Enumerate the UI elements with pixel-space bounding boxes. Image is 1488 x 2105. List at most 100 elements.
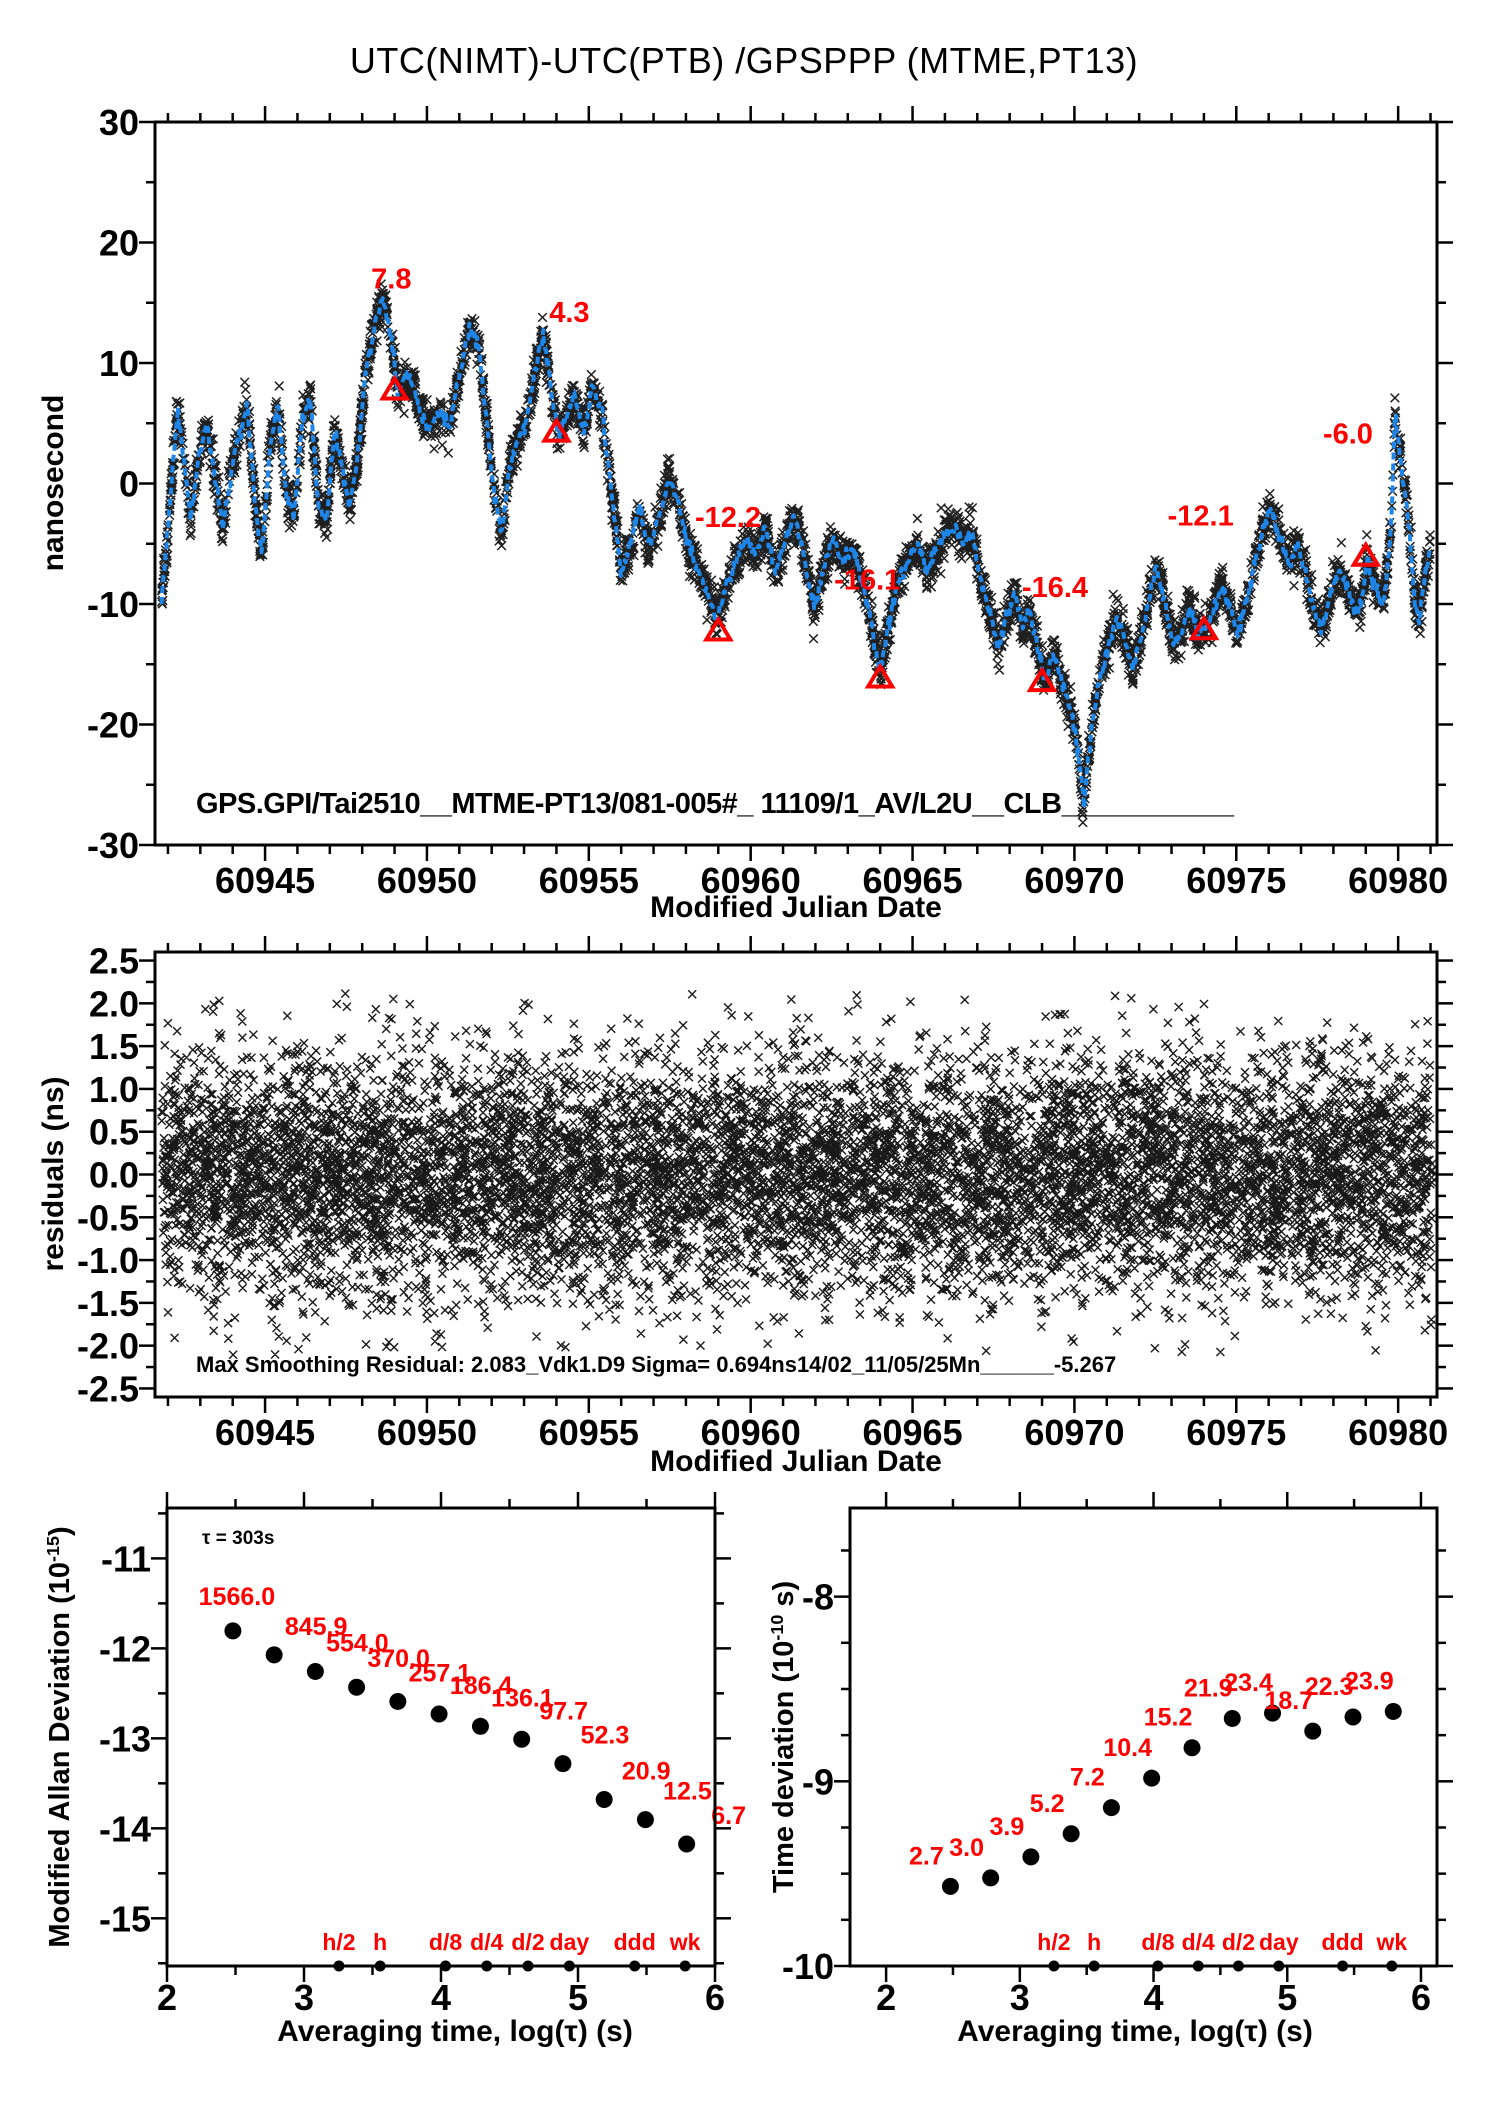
- phase-comparison-y-tick-label: 30: [99, 102, 139, 143]
- tdev-y-axis-label: Time deviation (10-10 s): [767, 1580, 800, 1894]
- phase-inplot-id-text: GPS.GPI/Tai2510__MTME-PT13/081-005#_ 111…: [196, 788, 1234, 820]
- residuals-inplot-stats-text: Max Smoothing Residual: 2.083_Vdk1.D9 Si…: [196, 1352, 1117, 1377]
- residuals-y-tick-label: 2.0: [89, 983, 139, 1024]
- mdev-value-label: 845.9: [285, 1613, 348, 1641]
- utc-offset-value-label: -16.1: [834, 565, 900, 597]
- mdev-y-tick-label: -14: [99, 1808, 151, 1849]
- mdev-x-axis-label: Averaging time, log(τ) (s): [277, 2015, 633, 2048]
- tdev-ticks: [834, 1492, 1453, 1982]
- mdev-data-point: [389, 1692, 407, 1710]
- residuals-x-tick-label: 60970: [1024, 1412, 1124, 1453]
- mdev-value-label: 1566.0: [199, 1583, 275, 1611]
- tdev-data-point: [1183, 1739, 1201, 1757]
- residuals-y-tick-label: 0.0: [89, 1155, 139, 1196]
- tau-interval-label: h/2: [1037, 1929, 1070, 1955]
- phase-comparison-x-tick-label: 60965: [862, 860, 962, 901]
- utc-offset-value-label: -12.1: [1168, 501, 1234, 533]
- tdev-x-tick-label: 5: [1277, 1977, 1297, 2018]
- residuals-scatter-points: [157, 989, 1437, 1360]
- mdev-data-point: [595, 1791, 613, 1809]
- phase-comparison-x-tick-label: 60975: [1186, 860, 1286, 901]
- tdev-x-axis-label: Averaging time, log(τ) (s): [957, 2015, 1313, 2048]
- tdev-value-label: 23.4: [1224, 1669, 1273, 1697]
- mdev-y-tick-label: -13: [99, 1718, 151, 1759]
- utc-offset-value-label: 7.8: [371, 263, 411, 295]
- mdev-data-point: [678, 1835, 696, 1853]
- residuals-y-tick-label: 2.5: [89, 941, 139, 982]
- tdev-value-label: 3.0: [949, 1834, 984, 1862]
- utc-offset-marker-triangle: [1026, 666, 1058, 693]
- mdev-data-point: [265, 1646, 283, 1664]
- utc-offset-value-label: -6.0: [1323, 419, 1373, 451]
- mdev-y-tick-label: -11: [101, 1538, 151, 1579]
- mdev-value-label: 52.3: [581, 1722, 630, 1750]
- utc-offset-marker-triangle: [864, 662, 896, 689]
- figure-title: UTC(NIMT)-UTC(PTB) /GPSPPP (MTME,PT13): [349, 40, 1139, 81]
- phase-comparison-y-tick-label: -10: [87, 584, 139, 625]
- utc-offset-marker-triangle: [702, 615, 734, 642]
- mdev-ticks: [151, 1492, 731, 1982]
- mdev-x-tick-label: 2: [157, 1977, 177, 2018]
- mdev-value-label: 136.1: [491, 1684, 554, 1712]
- panel-residuals: 60945 60950 60955 60960 60965 60970 60975 60980…: [77, 936, 1453, 1453]
- mdev-value-label: 97.7: [539, 1697, 588, 1725]
- panel-mdev: 1566.0 845.9554.0370.0257.1186.4136.197.7…: [99, 1492, 746, 2018]
- tau-interval-label: h: [373, 1929, 387, 1955]
- residuals-y-tick-label: -0.5: [77, 1197, 139, 1238]
- residuals-x-tick-label: 60945: [215, 1412, 315, 1453]
- tdev-value-label: 3.9: [990, 1813, 1025, 1841]
- phase-x-axis-label: Modified Julian Date: [650, 891, 942, 924]
- residuals-y-tick-label: -2.5: [77, 1368, 139, 1409]
- phase-smoothed-curve: [159, 296, 1432, 810]
- tdev-value-label: 10.4: [1103, 1734, 1152, 1762]
- residuals-x-tick-label: 60960: [701, 1412, 801, 1453]
- residuals-x-axis-label: Modified Julian Date: [650, 1445, 942, 1478]
- tau-interval-label: ddd: [614, 1929, 656, 1955]
- mdev-value-label: 257.1: [409, 1659, 472, 1687]
- mdev-value-label: 186.4: [450, 1672, 513, 1700]
- residuals-x-tick-label: 60965: [862, 1412, 962, 1453]
- tdev-y-tick-label: -8: [802, 1577, 834, 1618]
- residuals-y-tick-label: 1.0: [89, 1069, 139, 1110]
- tdev-value-label: 23.9: [1345, 1667, 1394, 1695]
- tdev-x-tick-label: 3: [1010, 1977, 1030, 2018]
- tdev-data-point: [1143, 1769, 1161, 1787]
- tdev-data-point: [1264, 1704, 1282, 1722]
- residuals-ticks: [139, 936, 1453, 1413]
- tdev-data-point: [982, 1869, 1000, 1887]
- tau-interval-label: d/4: [1182, 1929, 1215, 1955]
- phase-comparison-y-tick-label: -20: [87, 705, 139, 746]
- panel-tdev: 2.7 3.03.95.27.210.415.221.923.418.722.32…: [782, 1492, 1453, 2018]
- residuals-y-tick-label: 0.5: [89, 1112, 139, 1153]
- mdev-value-label: 12.5: [663, 1778, 712, 1806]
- residuals-x-tick-label: 60975: [1186, 1412, 1286, 1453]
- phase-comparison-x-tick-label: 60980: [1348, 860, 1448, 901]
- tau-interval-label: d/2: [511, 1929, 544, 1955]
- mdev-data-point: [513, 1730, 531, 1748]
- mdev-data-point: [554, 1755, 572, 1773]
- mdev-y-axis-label: Modified Allan Deviation (10-15): [43, 1526, 76, 1948]
- phase-comparison-x-tick-label: 60950: [377, 860, 477, 901]
- tdev-value-label: 5.2: [1030, 1790, 1065, 1818]
- phase-comparison-y-tick-label: -30: [87, 825, 139, 866]
- phase-comparison-y-tick-label: 10: [99, 343, 139, 384]
- tdev-y-tick-label: -9: [802, 1761, 834, 1802]
- mdev-value-label: 554.0: [326, 1629, 389, 1657]
- tau-interval-label: wk: [669, 1929, 701, 1955]
- phase-comparison-x-tick-label: 60945: [215, 860, 315, 901]
- tau-interval-label: wk: [1375, 1929, 1407, 1955]
- phase-comparison-y-tick-label: 0: [119, 464, 139, 505]
- mdev-data-point: [306, 1662, 324, 1680]
- tdev-data-point: [1304, 1722, 1322, 1740]
- utc-offset-marker-triangle: [379, 374, 411, 401]
- tau-interval-label: h: [1087, 1929, 1101, 1955]
- mdev-value-label: 6.7: [711, 1802, 746, 1830]
- utc-offset-marker-triangle: [540, 416, 572, 443]
- tdev-x-tick-label: 6: [1411, 1977, 1431, 2018]
- mdev-frame: [165, 1506, 717, 1968]
- mdev-x-tick-label: 6: [705, 1977, 725, 2018]
- tdev-value-label: 15.2: [1144, 1704, 1193, 1732]
- tau-interval-label: d/8: [1141, 1929, 1174, 1955]
- tau-interval-label: d/8: [429, 1929, 462, 1955]
